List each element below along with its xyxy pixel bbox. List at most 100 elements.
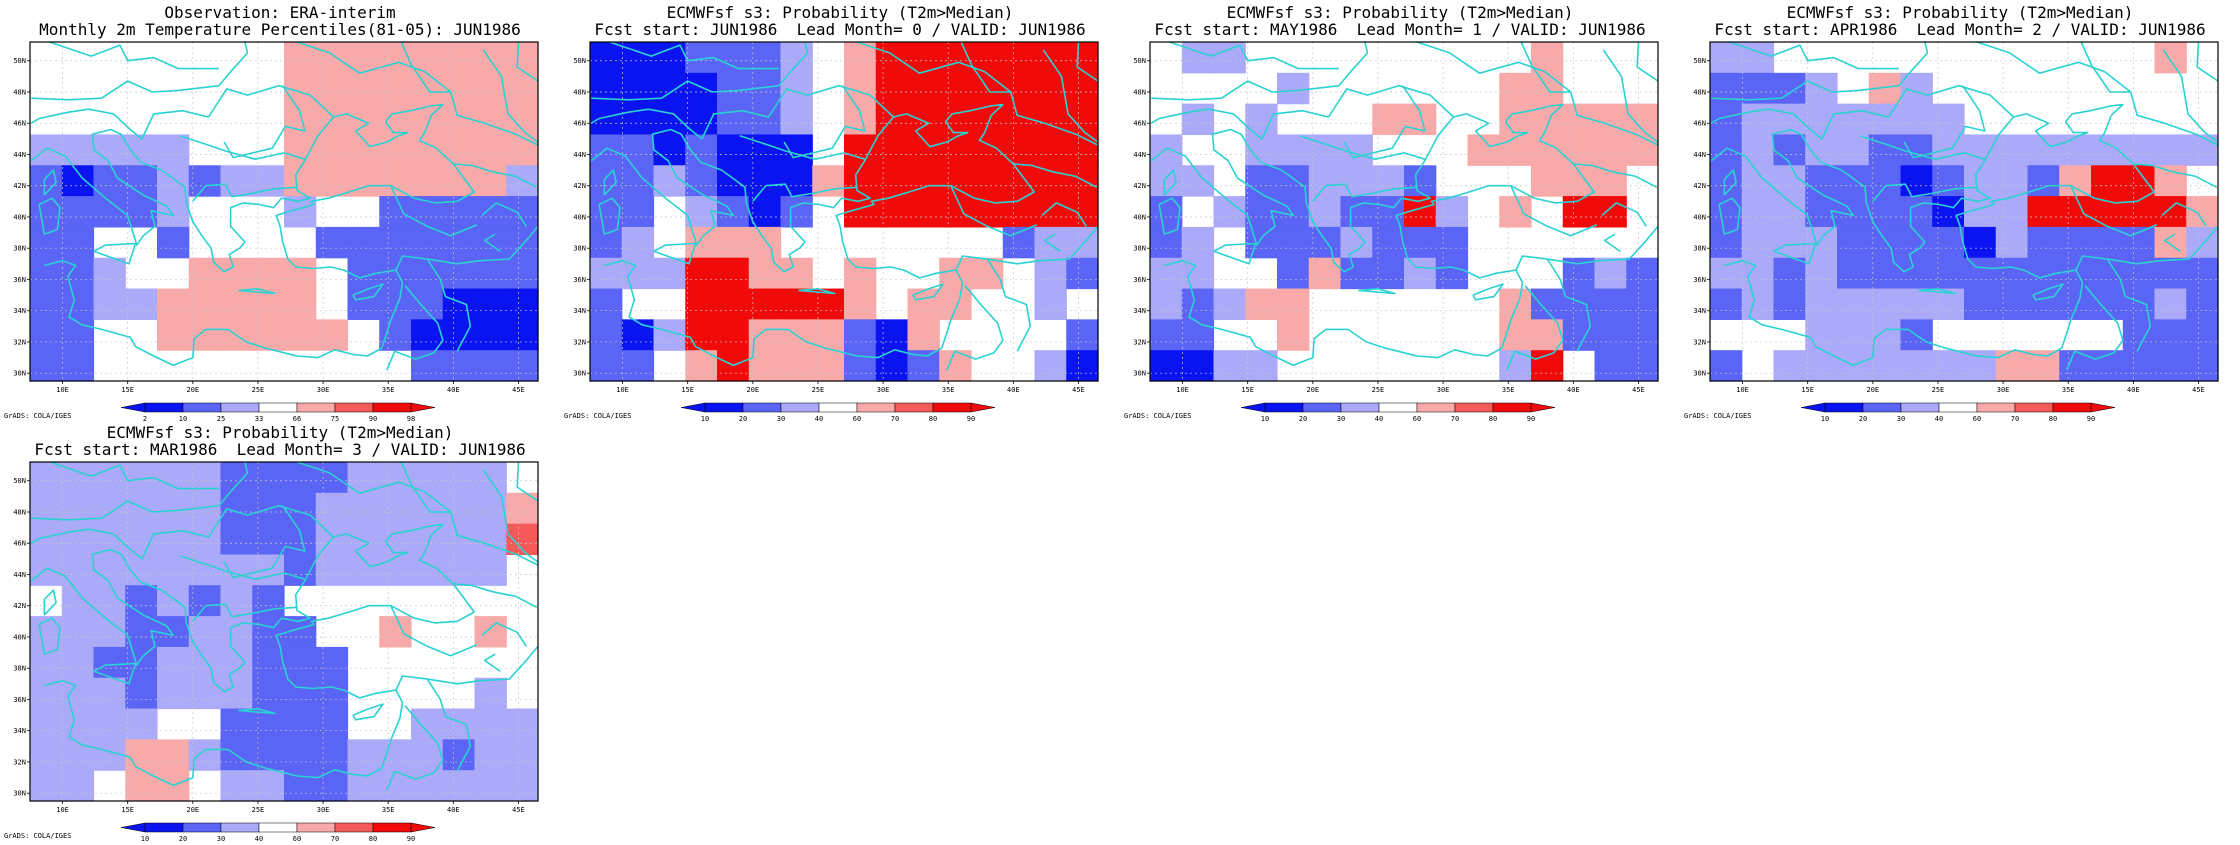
shading-cell xyxy=(971,165,1004,197)
shading-cell xyxy=(1340,226,1373,259)
shading-cell xyxy=(61,165,95,197)
shading-cell xyxy=(748,350,782,382)
shading-cell xyxy=(653,257,686,290)
shading-cell xyxy=(939,288,972,320)
shading-cell xyxy=(1181,319,1215,351)
shading-cell xyxy=(907,196,940,228)
shading-cell xyxy=(1594,103,1627,136)
shading-cell xyxy=(1868,103,1902,136)
lat-tick-label: 48N xyxy=(573,88,586,96)
lon-tick-label: 15E xyxy=(121,806,134,814)
shading-cell xyxy=(188,257,222,290)
shading-cell xyxy=(315,770,349,802)
shading-cell xyxy=(347,103,380,136)
shading-cell xyxy=(379,288,412,320)
colorbar-label: 20 xyxy=(1859,415,1867,423)
shading-cell xyxy=(780,196,813,228)
shading-cell xyxy=(1932,226,1965,259)
lat-tick-label: 36N xyxy=(1133,276,1146,284)
coastline xyxy=(395,645,539,691)
shading-cell xyxy=(1181,288,1215,320)
shading-cell xyxy=(157,739,190,771)
coastline xyxy=(1506,285,1564,371)
shading-cell xyxy=(621,226,655,259)
lon-tick-label: 30E xyxy=(317,806,330,814)
shading-cells xyxy=(30,462,539,802)
shading-cell xyxy=(1150,288,1183,320)
lon-tick-label: 35E xyxy=(942,386,955,394)
coastline xyxy=(1520,41,1571,93)
coastline xyxy=(1602,49,1659,143)
shading-cell xyxy=(780,257,813,290)
shading-cell xyxy=(157,492,190,525)
shading-cell xyxy=(379,616,412,648)
coastline xyxy=(1041,202,1087,227)
shading-cell xyxy=(125,646,158,679)
shading-cell xyxy=(590,134,623,166)
shading-cell xyxy=(284,646,317,679)
shading-cell xyxy=(347,72,380,105)
shading-cell xyxy=(1277,72,1310,105)
shading-cell xyxy=(284,677,317,710)
shading-cell xyxy=(939,165,972,197)
shading-cell xyxy=(1995,226,2029,259)
colorbar-swatch xyxy=(182,402,222,413)
colorbar-label: 40 xyxy=(1375,415,1383,423)
shading-cell xyxy=(1181,42,1215,74)
coastline xyxy=(31,41,249,101)
panel-title-line1: ECMWFsf s3: Probability (T2m>Median) xyxy=(106,423,454,442)
shading-cell xyxy=(844,288,877,320)
shading-cell xyxy=(188,523,222,556)
shading-cell xyxy=(1562,165,1596,197)
shading-cell xyxy=(939,72,972,105)
shading-cell xyxy=(907,288,940,320)
coastline xyxy=(481,202,527,227)
shading-cell xyxy=(1900,350,1933,382)
shading-cell xyxy=(1181,226,1215,259)
shading-cell xyxy=(1245,226,1278,259)
shading-cell xyxy=(1277,288,1310,320)
lat-tick-label: 32N xyxy=(573,338,586,346)
colorbar-high-arrow xyxy=(1530,402,1556,413)
lon-tick-label: 20E xyxy=(746,386,759,394)
shading-cell xyxy=(907,319,940,351)
shading-cell xyxy=(411,226,444,259)
lat-tick-label: 48N xyxy=(1693,88,1706,96)
lon-tick-label: 30E xyxy=(317,386,330,394)
coastline xyxy=(1343,85,1426,159)
lon-tick-label: 15E xyxy=(1801,386,1814,394)
coastline xyxy=(223,85,306,159)
shading-cell xyxy=(125,165,158,197)
shading-cell xyxy=(1626,319,1659,351)
coastline xyxy=(1723,169,1737,196)
shading-cell xyxy=(1773,134,1806,166)
grads-credit: GrADS: COLA/IGES xyxy=(4,832,71,840)
shading-cell xyxy=(653,72,686,105)
shading-cell xyxy=(1805,257,1838,290)
shading-cell xyxy=(1741,134,1775,166)
shading-cell xyxy=(1277,226,1310,259)
shading-cell xyxy=(1150,134,1183,166)
shading-cell xyxy=(1034,288,1067,320)
shading-cell xyxy=(220,288,253,320)
lat-tick-label: 44N xyxy=(13,571,26,579)
colorbar-high-arrow xyxy=(410,822,436,833)
coastline xyxy=(481,622,527,647)
shading-cell xyxy=(1034,226,1067,259)
shading-cell xyxy=(621,196,655,228)
coastline xyxy=(590,84,895,140)
coastline xyxy=(426,258,472,352)
shading-cell xyxy=(748,134,782,166)
shading-cell xyxy=(590,350,623,382)
lat-tick-label: 30N xyxy=(573,370,586,378)
shading-cell xyxy=(621,350,655,382)
shading-cell xyxy=(1868,226,1902,259)
map-svg: 10E 15E 20E 25E 30E 35E 40E 45E 30N 32N 34N 36N 38N 4… xyxy=(1684,41,2219,423)
shading-cell xyxy=(2154,165,2187,197)
shading-cell xyxy=(1868,165,1902,197)
shading-cell xyxy=(442,134,476,166)
shading-cell xyxy=(685,257,718,290)
lat-tick-label: 32N xyxy=(1693,338,1706,346)
lon-tick-label: 45E xyxy=(512,806,525,814)
shading-cell xyxy=(30,739,63,771)
